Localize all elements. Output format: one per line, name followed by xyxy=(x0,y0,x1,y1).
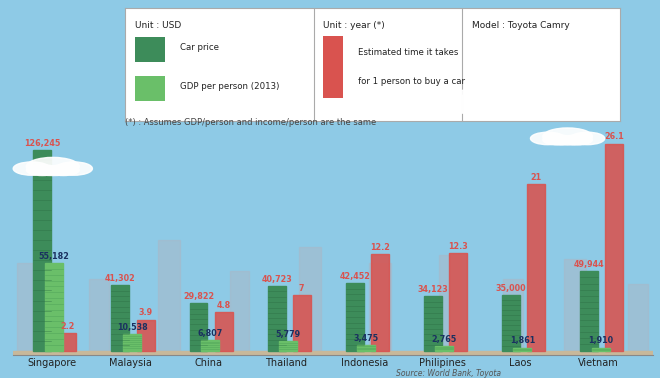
Bar xyxy=(45,263,63,350)
Text: 21: 21 xyxy=(531,173,541,182)
Text: Estimated time it takes: Estimated time it takes xyxy=(358,48,459,57)
Text: 3.9: 3.9 xyxy=(139,308,152,318)
Text: GDP per person (2013): GDP per person (2013) xyxy=(180,82,279,91)
Bar xyxy=(135,76,165,101)
Text: 5,779: 5,779 xyxy=(276,330,301,339)
Bar xyxy=(189,303,207,350)
Bar xyxy=(346,283,364,350)
Bar xyxy=(267,286,286,350)
Text: 26.1: 26.1 xyxy=(604,132,624,141)
Text: Source: World Bank, Toyota: Source: World Bank, Toyota xyxy=(396,369,501,378)
Text: 12.3: 12.3 xyxy=(448,242,468,251)
Text: 1,910: 1,910 xyxy=(588,336,613,345)
Bar xyxy=(123,334,141,350)
Text: 2.2: 2.2 xyxy=(60,322,75,331)
Text: 6,807: 6,807 xyxy=(197,328,223,338)
Bar xyxy=(449,253,467,350)
Bar xyxy=(112,285,129,350)
Bar xyxy=(323,36,343,98)
Text: 126,245: 126,245 xyxy=(24,139,61,148)
Bar xyxy=(59,333,77,350)
Bar xyxy=(13,350,660,357)
Text: 40,723: 40,723 xyxy=(261,275,292,284)
Bar xyxy=(424,296,442,350)
Bar xyxy=(17,263,40,350)
Bar xyxy=(502,295,520,350)
Text: 4.8: 4.8 xyxy=(216,301,231,310)
Text: 29,822: 29,822 xyxy=(183,292,214,301)
Text: Model : Toyota Camry: Model : Toyota Camry xyxy=(472,21,570,30)
Bar xyxy=(135,37,165,62)
Text: 49,944: 49,944 xyxy=(574,260,604,269)
Bar xyxy=(371,254,389,350)
Bar xyxy=(357,345,376,350)
Bar xyxy=(369,263,391,350)
Text: 10,538: 10,538 xyxy=(117,323,147,332)
Bar xyxy=(279,341,297,350)
Text: 41,302: 41,302 xyxy=(105,274,136,283)
Text: 35,000: 35,000 xyxy=(496,284,526,293)
Text: Unit : year (*): Unit : year (*) xyxy=(323,21,385,30)
Bar xyxy=(230,271,249,350)
Bar xyxy=(137,320,154,350)
Bar xyxy=(34,150,51,350)
Bar xyxy=(564,259,586,350)
Text: 7: 7 xyxy=(299,284,304,293)
Bar xyxy=(299,248,321,350)
Bar xyxy=(214,313,232,350)
Text: 2,765: 2,765 xyxy=(432,335,457,344)
Bar xyxy=(158,240,180,350)
Text: for 1 person to buy a car: for 1 person to buy a car xyxy=(358,77,465,86)
Bar xyxy=(591,347,610,350)
Bar xyxy=(580,271,598,350)
Bar xyxy=(436,346,453,350)
Text: 1,861: 1,861 xyxy=(510,336,535,345)
Bar xyxy=(440,256,461,350)
Text: 34,123: 34,123 xyxy=(417,285,448,294)
Bar xyxy=(503,279,523,350)
Text: 3,475: 3,475 xyxy=(354,334,379,343)
Bar xyxy=(605,144,623,350)
Bar xyxy=(527,184,545,350)
Text: 55,182: 55,182 xyxy=(38,252,69,261)
Text: 42,452: 42,452 xyxy=(339,272,370,281)
Text: 12.2: 12.2 xyxy=(370,243,390,252)
Text: Car price: Car price xyxy=(180,43,219,52)
Text: (*) : Assumes GDP/person and income/person are the same: (*) : Assumes GDP/person and income/pers… xyxy=(125,118,377,127)
Bar xyxy=(89,279,109,350)
Text: Unit : USD: Unit : USD xyxy=(135,21,182,30)
Bar xyxy=(513,348,531,350)
Bar xyxy=(628,284,647,350)
Bar xyxy=(201,340,219,350)
Bar xyxy=(293,295,311,350)
